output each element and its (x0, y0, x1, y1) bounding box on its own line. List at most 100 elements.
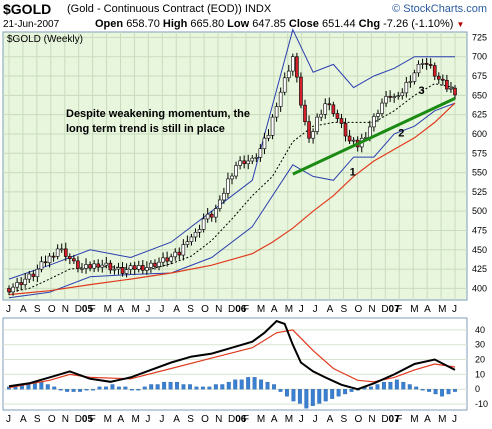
chart-legend-label: $GOLD (Weekly) (7, 34, 83, 45)
macd-histogram-bar (388, 381, 393, 390)
candle-body (262, 137, 267, 149)
macd-histogram-bar (58, 389, 63, 391)
price-y-tick-label: 625 (472, 110, 487, 120)
macd-histogram-bar (175, 381, 180, 390)
candle-body (238, 160, 242, 166)
macd-histogram-bar (213, 384, 218, 390)
macd-histogram-bar (394, 379, 399, 390)
open-label: Open (95, 18, 124, 30)
candle-body (120, 267, 125, 274)
macd-histogram-bar (304, 389, 309, 409)
close-value: 651.44 (321, 18, 356, 30)
price-y-tick-label: 500 (472, 206, 487, 216)
candle-body (84, 264, 88, 269)
macd-histogram-bar (26, 384, 31, 390)
macd-histogram-bar (291, 389, 296, 402)
candle-body (436, 75, 441, 80)
macd-x-axis-label: N (368, 414, 375, 425)
macd-x-axis-label: M (410, 414, 418, 425)
candle-body (112, 268, 117, 271)
candle-body (124, 269, 129, 274)
candle-body (177, 251, 182, 256)
candle-body (189, 236, 194, 242)
low-label: Low (227, 18, 250, 30)
macd-x-axis-label: S (187, 414, 194, 425)
macd-histogram-bar (317, 389, 322, 404)
macd-x-axis-label: S (341, 414, 348, 425)
candle-body (23, 278, 28, 285)
candle-body (15, 282, 19, 288)
macd-histogram-bar (65, 389, 70, 392)
candle-body (169, 256, 173, 262)
x-axis-label: S (34, 304, 41, 315)
macd-x-axis-label: M (257, 414, 265, 425)
macd-x-axis-label: J (299, 414, 304, 425)
macd-histogram-bar (226, 381, 231, 390)
candle-body (335, 113, 340, 119)
macd-x-axis-label: A (118, 414, 125, 425)
macd-histogram-bar (343, 389, 348, 395)
candle-body (185, 241, 190, 245)
x-axis-label: J (299, 304, 304, 315)
candle-body (149, 262, 153, 268)
candle-body (201, 218, 206, 230)
brand-link[interactable]: © StockCharts.com (392, 3, 487, 15)
macd-x-axis-label: D05 (75, 414, 94, 425)
x-axis-label: N (215, 304, 222, 315)
candle-body (278, 91, 283, 107)
x-axis-label: J (6, 304, 11, 315)
macd-histogram-bar (45, 384, 50, 390)
macd-histogram-bar (220, 384, 225, 390)
candle-body (396, 95, 401, 98)
macd-x-axis-label: O (354, 414, 362, 425)
candle-body (165, 257, 169, 262)
macd-histogram-bar (200, 386, 205, 390)
candle-body (92, 263, 96, 269)
x-axis-label: M (438, 304, 446, 315)
down-triangle-icon: ▼ (456, 20, 465, 29)
macd-histogram-bar (142, 386, 147, 390)
macd-x-axis-label: A (271, 414, 278, 425)
candle-body (230, 175, 234, 180)
x-axis-label: J (452, 304, 457, 315)
candle-body (412, 72, 417, 82)
macd-histogram-bar (427, 389, 432, 392)
x-axis-label: N (368, 304, 375, 315)
macd-histogram-bar (433, 389, 438, 395)
candle-body (213, 208, 218, 218)
candle-body (254, 156, 259, 159)
candle-body (157, 261, 161, 267)
candle-body (108, 262, 113, 271)
candle-body (161, 257, 165, 263)
macd-histogram-bar (401, 381, 406, 390)
macd-x-axis-label: D07 (381, 414, 400, 425)
price-y-tick-label: 550 (472, 168, 487, 178)
x-axis-label: D05 (75, 304, 94, 315)
macd-histogram-bar (136, 389, 141, 391)
exchange: INDX (244, 3, 272, 15)
macd-histogram-bar (188, 384, 192, 390)
candle-body (59, 248, 64, 251)
candle-body (80, 268, 84, 270)
price-y-tick-label: 700 (472, 52, 487, 62)
candle-body (307, 121, 311, 139)
candle-body (51, 255, 56, 258)
macd-histogram-bar (310, 389, 315, 406)
x-axis-label: M (131, 304, 139, 315)
macd-x-axis-label: F (243, 414, 249, 425)
candle-body (315, 116, 319, 132)
candle-body (424, 63, 429, 65)
macd-histogram-bar (39, 381, 44, 390)
macd-histogram-bar (129, 389, 134, 391)
candle-body (303, 104, 307, 122)
macd-x-axis-label: N (215, 414, 222, 425)
candle-body (299, 76, 303, 106)
macd-x-axis-label: O (48, 414, 56, 425)
date: 21-Jun-2007 (3, 19, 60, 30)
macd-y-tick-label: 0 (475, 384, 480, 394)
candle-body (31, 273, 36, 277)
candle-body (327, 103, 332, 106)
candle-body (136, 265, 141, 270)
x-axis-label: A (118, 304, 125, 315)
macd-x-axis-label: A (20, 414, 27, 425)
